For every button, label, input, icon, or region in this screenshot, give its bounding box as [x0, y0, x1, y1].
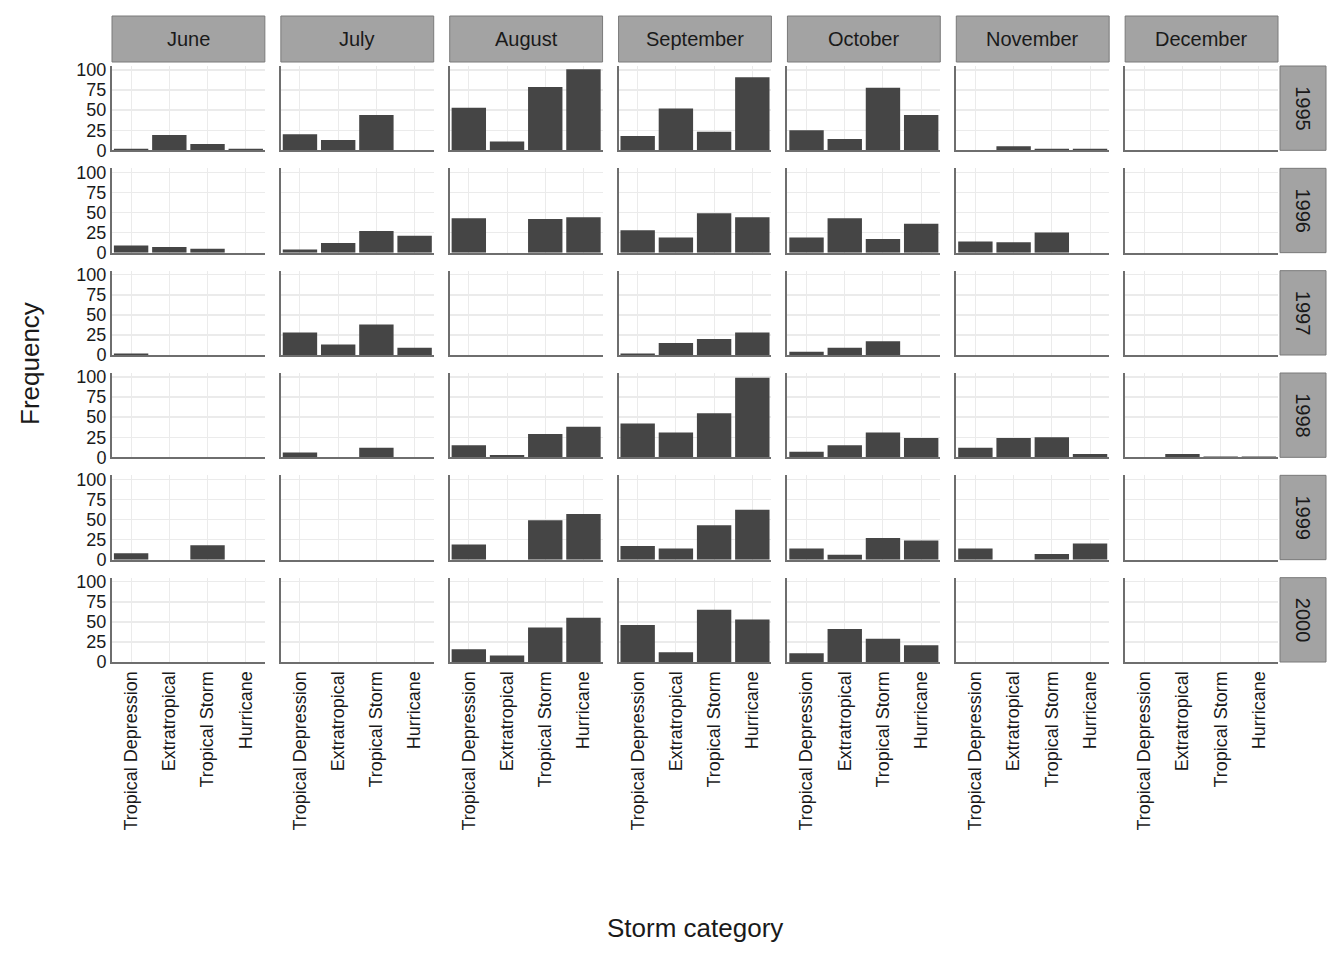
svg-text:Tropical Depression: Tropical Depression — [1134, 671, 1154, 830]
svg-text:Tropical Depression: Tropical Depression — [459, 671, 479, 830]
svg-text:100: 100 — [76, 572, 106, 592]
svg-text:Tropical Depression: Tropical Depression — [796, 671, 816, 830]
svg-text:Tropical Depression: Tropical Depression — [965, 671, 985, 830]
svg-text:0: 0 — [96, 652, 106, 672]
svg-text:1997: 1997 — [1292, 291, 1314, 336]
svg-text:50: 50 — [86, 305, 106, 325]
svg-text:Tropical Depression: Tropical Depression — [628, 671, 648, 830]
svg-text:Hurricane: Hurricane — [1249, 671, 1269, 749]
svg-text:Frequency: Frequency — [15, 302, 45, 425]
svg-text:Extratropical: Extratropical — [328, 671, 348, 771]
svg-text:September: September — [646, 28, 744, 50]
svg-text:100: 100 — [76, 470, 106, 490]
svg-text:25: 25 — [86, 121, 106, 141]
svg-text:Hurricane: Hurricane — [573, 671, 593, 749]
svg-text:75: 75 — [86, 183, 106, 203]
svg-text:25: 25 — [86, 530, 106, 550]
svg-text:0: 0 — [96, 448, 106, 468]
svg-text:1999: 1999 — [1292, 496, 1314, 541]
svg-text:50: 50 — [86, 510, 106, 530]
svg-text:50: 50 — [86, 407, 106, 427]
svg-text:0: 0 — [96, 550, 106, 570]
svg-text:1996: 1996 — [1292, 189, 1314, 234]
svg-text:Extratropical: Extratropical — [497, 671, 517, 771]
svg-text:50: 50 — [86, 203, 106, 223]
svg-text:75: 75 — [86, 285, 106, 305]
svg-text:1998: 1998 — [1292, 393, 1314, 438]
svg-text:June: June — [167, 28, 210, 50]
svg-text:Hurricane: Hurricane — [911, 671, 931, 749]
svg-text:Hurricane: Hurricane — [1080, 671, 1100, 749]
svg-text:Extratropical: Extratropical — [1172, 671, 1192, 771]
svg-text:Extratropical: Extratropical — [159, 671, 179, 771]
svg-text:100: 100 — [76, 367, 106, 387]
svg-text:August: August — [495, 28, 558, 50]
svg-text:November: November — [986, 28, 1079, 50]
svg-text:75: 75 — [86, 80, 106, 100]
svg-text:Tropical Depression: Tropical Depression — [290, 671, 310, 830]
svg-text:50: 50 — [86, 612, 106, 632]
svg-text:100: 100 — [76, 265, 106, 285]
svg-text:Storm category: Storm category — [607, 913, 783, 943]
svg-text:25: 25 — [86, 223, 106, 243]
svg-text:Extratropical: Extratropical — [835, 671, 855, 771]
svg-text:Tropical Storm: Tropical Storm — [704, 671, 724, 787]
svg-text:2000: 2000 — [1292, 598, 1314, 643]
svg-text:75: 75 — [86, 490, 106, 510]
svg-text:100: 100 — [76, 60, 106, 80]
svg-text:Tropical Storm: Tropical Storm — [197, 671, 217, 787]
svg-text:25: 25 — [86, 325, 106, 345]
svg-text:50: 50 — [86, 100, 106, 120]
svg-text:Tropical Storm: Tropical Storm — [1211, 671, 1231, 787]
svg-text:Hurricane: Hurricane — [404, 671, 424, 749]
svg-text:Tropical Storm: Tropical Storm — [535, 671, 555, 787]
svg-text:25: 25 — [86, 428, 106, 448]
svg-text:25: 25 — [86, 632, 106, 652]
svg-text:Tropical Depression: Tropical Depression — [121, 671, 141, 830]
svg-text:December: December — [1155, 28, 1248, 50]
svg-text:0: 0 — [96, 141, 106, 161]
svg-text:75: 75 — [86, 592, 106, 612]
svg-text:Extratropical: Extratropical — [1003, 671, 1023, 771]
svg-text:Tropical Storm: Tropical Storm — [1042, 671, 1062, 787]
svg-text:July: July — [339, 28, 375, 50]
svg-text:Tropical Storm: Tropical Storm — [366, 671, 386, 787]
svg-text:October: October — [828, 28, 899, 50]
svg-text:Hurricane: Hurricane — [236, 671, 256, 749]
svg-text:0: 0 — [96, 345, 106, 365]
svg-text:Tropical Storm: Tropical Storm — [873, 671, 893, 787]
svg-text:0: 0 — [96, 243, 106, 263]
svg-text:100: 100 — [76, 163, 106, 183]
svg-text:75: 75 — [86, 387, 106, 407]
svg-text:Hurricane: Hurricane — [742, 671, 762, 749]
svg-text:Extratropical: Extratropical — [666, 671, 686, 771]
svg-text:1995: 1995 — [1292, 86, 1314, 130]
